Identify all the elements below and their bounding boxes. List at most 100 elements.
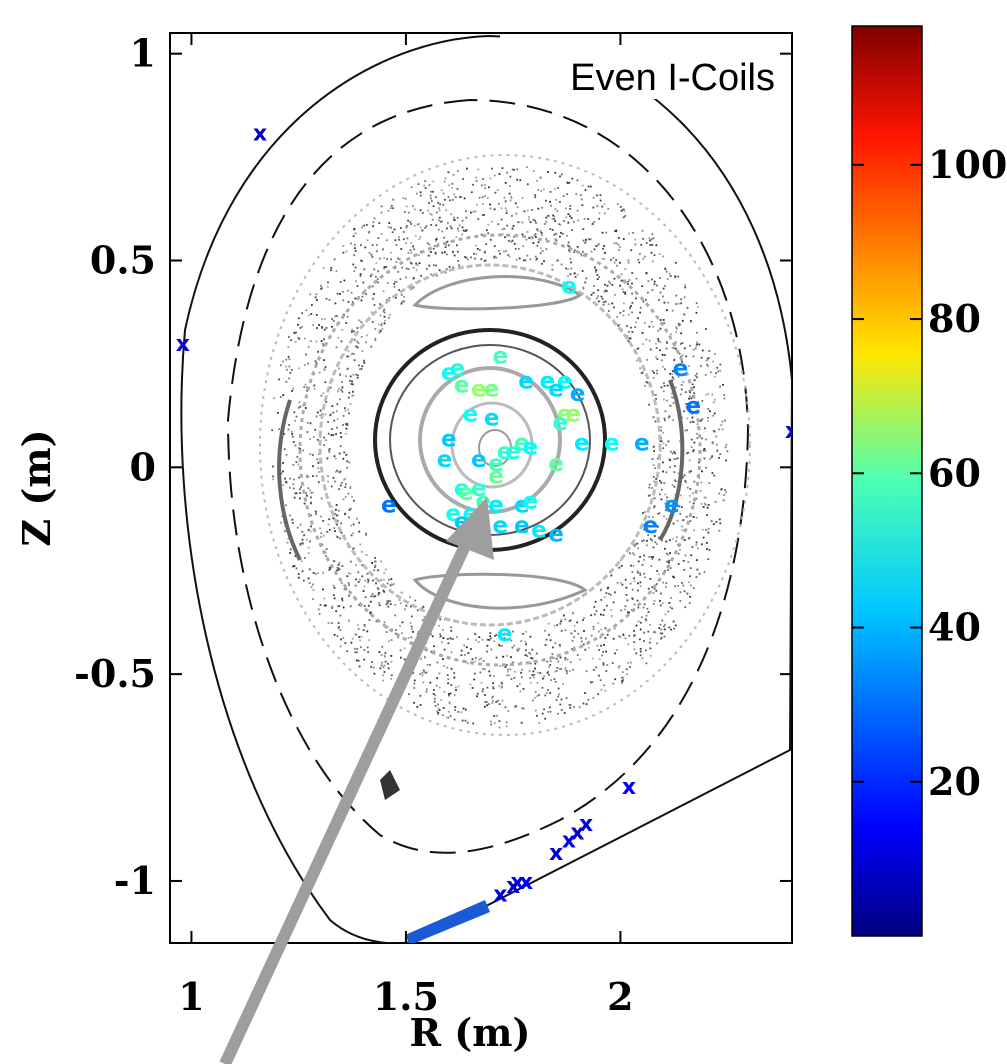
field-line-point [592,696,595,699]
field-line-point [706,358,709,361]
field-line-point [622,679,625,681]
field-line-point [666,278,669,280]
field-line-point [346,424,349,427]
field-line-point [620,279,623,282]
field-line-point [475,244,477,247]
field-line-point [360,244,362,246]
e-marker: e [673,356,689,382]
field-line-point [595,610,598,612]
field-line-point [614,591,616,594]
field-line-point [338,488,340,491]
field-line-point [508,239,510,242]
field-line-point [378,331,381,334]
field-line-point [504,236,506,239]
field-line-point [453,219,456,221]
field-line-point [569,661,572,663]
field-line-point [592,291,595,294]
field-line-point [634,545,637,548]
field-line-point [642,300,645,303]
field-line-point [465,210,467,213]
field-line-point [467,258,469,261]
field-line-point [511,227,514,230]
field-line-point [615,229,618,232]
field-line-point [403,295,405,298]
field-line-point [630,249,633,252]
field-line-point [505,664,508,666]
field-line-point [339,281,342,283]
field-line-point [449,225,452,228]
field-line-point [635,652,638,655]
field-line-point [675,341,677,343]
field-line-point [704,496,707,499]
field-line-point [320,288,322,290]
field-line-point [279,396,282,398]
field-line-point [522,245,525,248]
field-line-point [382,666,385,669]
field-line-point [456,244,458,247]
field-line-point [347,350,350,353]
field-line-point [610,615,613,617]
field-line-point [292,487,295,490]
field-line-point [327,622,330,624]
field-line-point [444,198,446,201]
field-line-point [493,675,495,677]
field-line-point [692,450,695,453]
field-line-point [560,668,562,670]
field-line-point [674,493,677,496]
field-line-point [377,237,380,239]
field-line-point [387,667,390,670]
field-line-point [297,463,300,466]
field-line-point [648,556,651,558]
e-marker: e [574,431,590,457]
field-line-point [641,285,643,288]
field-line-point [484,259,487,262]
field-line-point [289,548,292,551]
field-line-point [336,292,339,295]
field-line-point [353,338,356,341]
field-line-point [336,536,339,538]
field-line-point [327,432,330,435]
field-line-point [325,327,328,329]
field-line-point [549,660,552,663]
field-line-point [677,322,680,325]
field-line-point [666,560,668,563]
field-line-point [725,459,727,462]
field-line-point [549,710,552,713]
field-line-point [496,189,499,191]
field-line-point [651,458,654,460]
field-line-point [294,492,297,495]
field-line-point [424,187,427,189]
field-line-point [483,668,486,670]
field-line-point [508,255,511,258]
field-line-point [301,570,304,573]
field-line-point [643,572,645,575]
field-line-point [428,202,430,204]
field-line-point [516,178,518,181]
field-line-point [571,177,574,180]
field-line-point [602,303,605,306]
field-line-point [524,640,527,643]
field-line-point [492,687,495,690]
field-line-point [652,416,655,419]
field-line-point [341,581,343,584]
field-line-point [649,654,652,657]
field-line-point [434,704,437,707]
field-line-point [549,228,552,230]
field-line-point [412,286,415,289]
field-line-point [645,619,648,622]
field-line-point [645,299,647,301]
field-line-point [354,345,357,348]
field-line-point [480,681,483,684]
field-line-point [508,674,510,677]
field-line-point [403,647,406,650]
field-line-point [708,482,711,484]
field-line-point [560,698,563,701]
field-line-point [300,560,303,563]
field-line-point [314,360,317,363]
y-tick-label: -0.5 [74,651,156,696]
field-line-point [489,632,492,634]
field-line-point [555,239,558,242]
field-line-point [606,604,608,607]
field-line-point [569,619,572,622]
field-line-point [647,611,650,613]
